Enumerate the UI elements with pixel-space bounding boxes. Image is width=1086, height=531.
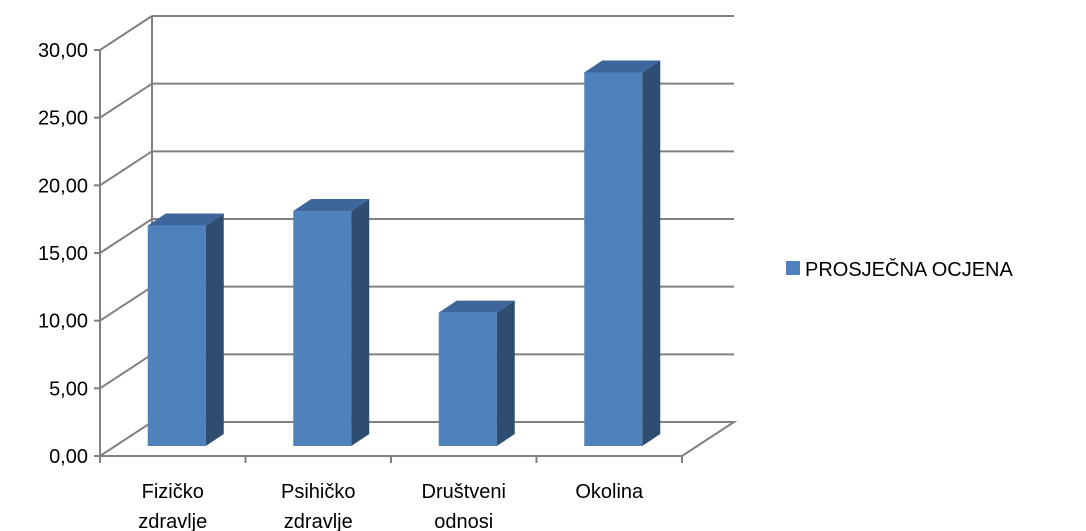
category-label-line: Fizičko (142, 481, 204, 503)
bar-top (293, 199, 370, 212)
y-tick-labels: 0,00 5,00 10,00 15,00 20,00 25,00 30,00 (38, 40, 88, 468)
bar-group (584, 60, 661, 446)
y-tick-label: 20,00 (38, 175, 88, 197)
gridline-side (99, 285, 153, 322)
y-tick-label: 10,00 (38, 311, 88, 333)
bar-group (147, 213, 224, 446)
bar-side (205, 213, 224, 446)
legend: PROSJEČNA OCJENA (786, 258, 1013, 281)
gridline-side (99, 218, 153, 254)
legend-swatch (786, 261, 800, 275)
y-tick-label: 30,00 (38, 40, 88, 62)
category-label-line: odnosi (434, 511, 493, 531)
category-label-line: zdravlje (138, 511, 207, 531)
legend-label: PROSJEČNA OCJENA (805, 258, 1013, 281)
category-label: Društveni odnosi (422, 481, 506, 531)
category-label: Okolina (575, 481, 644, 503)
gridline-side (99, 82, 153, 119)
bar-top (584, 60, 661, 73)
y-tick-label: 0,00 (49, 446, 88, 468)
y-tick-label: 15,00 (38, 243, 88, 265)
category-labels: Fizičko zdravlje Psihičko zdravlje Društveni… (138, 481, 644, 531)
y-tick-label: 5,00 (49, 378, 88, 400)
category-label-line: zdravlje (284, 511, 353, 531)
gridline-side (99, 353, 153, 390)
bar-side (496, 300, 515, 446)
bars (147, 60, 661, 446)
category-label-line: Okolina (575, 481, 644, 503)
x-tick-marks (99, 456, 683, 463)
bar (293, 211, 352, 446)
category-label-line: Društveni (422, 481, 506, 503)
bar-group (438, 300, 515, 446)
category-label: Psihičko zdravlje (281, 481, 355, 531)
bar (584, 72, 643, 446)
gridline-side (99, 15, 153, 51)
bar (438, 312, 497, 446)
bar-side (642, 60, 661, 446)
bar-group (293, 199, 370, 446)
category-label-line: Psihičko (281, 481, 355, 503)
category-label: Fizičko zdravlje (138, 481, 207, 531)
y-tick-label: 25,00 (38, 108, 88, 130)
bar-top (438, 300, 515, 313)
bar-side (351, 199, 370, 446)
bar (147, 225, 206, 446)
bar-top (147, 213, 224, 226)
gridline-side (99, 150, 153, 187)
